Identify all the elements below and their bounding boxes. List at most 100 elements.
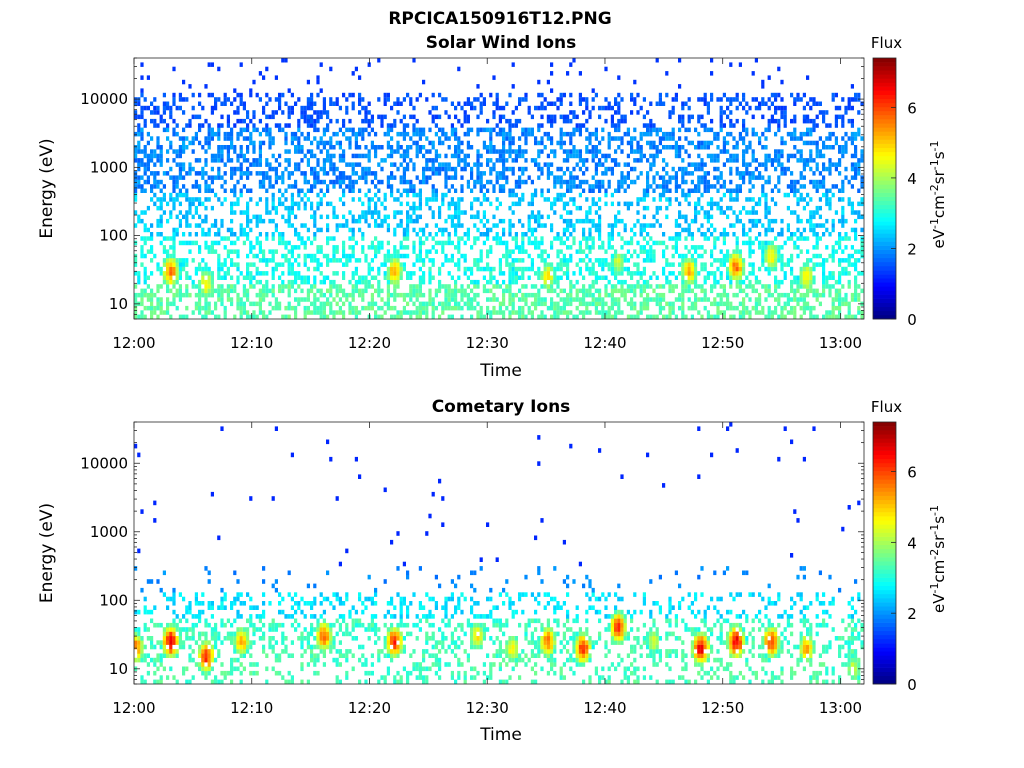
flux-cell — [386, 179, 390, 185]
flux-cell — [649, 153, 653, 159]
flux-cell — [486, 236, 490, 241]
flux-cell — [495, 105, 499, 111]
flux-cell — [566, 149, 570, 154]
flux-cell — [316, 201, 320, 207]
flux-cell — [722, 136, 726, 141]
flux-cell — [649, 284, 653, 289]
flux-cell — [175, 214, 179, 220]
flux-cell — [271, 201, 275, 207]
flux-cell — [508, 205, 512, 211]
flux-cell — [658, 301, 662, 307]
flux-cell — [297, 301, 301, 307]
flux-cell — [809, 279, 813, 285]
flux-cell — [422, 262, 426, 267]
flux-cell — [598, 188, 602, 193]
flux-cell — [684, 288, 688, 294]
flux-cell — [489, 158, 493, 163]
flux-cell — [665, 245, 669, 250]
flux-cell — [748, 245, 752, 250]
flux-cell — [716, 136, 720, 141]
flux-cell — [476, 166, 480, 172]
flux-cell — [393, 275, 397, 280]
flux-cell — [738, 271, 742, 276]
flux-cell — [671, 301, 675, 307]
flux-cell — [156, 266, 160, 272]
flux-cell — [665, 171, 669, 176]
flux-cell — [527, 201, 531, 207]
flux-cell — [482, 140, 486, 146]
flux-cell — [166, 123, 170, 128]
flux-cell — [409, 101, 413, 106]
flux-cell — [537, 210, 541, 215]
flux-cell — [767, 118, 771, 124]
flux-cell — [134, 271, 138, 276]
flux-cell — [274, 75, 278, 80]
flux-cell — [412, 245, 416, 250]
flux-cell — [281, 58, 285, 63]
flux-cell — [290, 284, 294, 289]
flux-cell — [354, 258, 358, 263]
flux-cell — [310, 301, 314, 307]
flux-cell — [418, 179, 422, 185]
flux-cell — [585, 136, 589, 141]
flux-cell — [594, 131, 598, 137]
flux-cell — [322, 105, 326, 111]
flux-cell — [239, 62, 243, 67]
flux-cell — [786, 131, 790, 137]
flux-cell — [223, 101, 227, 106]
flux-cell — [610, 136, 614, 141]
flux-cell — [719, 258, 723, 263]
flux-cell — [591, 105, 595, 111]
flux-cell — [447, 188, 451, 193]
flux-cell — [444, 218, 448, 224]
flux-cell — [351, 249, 355, 254]
flux-cell — [732, 223, 736, 228]
flux-cell — [694, 210, 698, 215]
flux-cell — [566, 131, 570, 137]
flux-cell — [306, 149, 310, 154]
flux-cell — [492, 110, 496, 115]
flux-cell — [438, 279, 442, 285]
flux-cell — [230, 249, 234, 254]
flux-cell — [681, 105, 685, 111]
flux-cell — [521, 236, 525, 241]
flux-cell — [511, 262, 515, 267]
flux-cell — [681, 123, 685, 128]
flux-cell — [278, 162, 282, 167]
flux-cell — [418, 192, 422, 198]
flux-cell — [422, 292, 426, 298]
flux-cell — [159, 149, 163, 154]
flux-cell — [806, 192, 810, 198]
flux-cell — [137, 218, 141, 224]
flux-cell — [374, 275, 378, 280]
flux-cell — [514, 201, 518, 207]
flux-cell — [268, 258, 272, 263]
flux-cell — [614, 266, 618, 272]
flux-cell — [562, 171, 566, 176]
flux-cell — [550, 240, 554, 246]
flux-cell — [639, 249, 643, 254]
flux-cell — [553, 288, 557, 294]
flux-cell — [614, 218, 618, 224]
flux-cell — [214, 101, 218, 106]
flux-cell — [598, 245, 602, 250]
flux-cell — [559, 258, 563, 263]
flux-cell — [364, 284, 368, 289]
flux-cell — [761, 175, 765, 180]
flux-cell — [796, 201, 800, 207]
flux-cell — [431, 184, 435, 189]
flux-cell — [470, 301, 474, 307]
flux-cell — [278, 175, 282, 180]
flux-cell — [646, 279, 650, 285]
flux-cell — [367, 158, 371, 163]
flux-cell — [313, 275, 317, 280]
flux-cell — [770, 92, 774, 98]
flux-cell — [546, 79, 550, 85]
flux-cell — [249, 136, 253, 141]
flux-cell — [479, 162, 483, 167]
flux-cell — [511, 188, 515, 193]
flux-cell — [367, 166, 371, 172]
flux-cell — [694, 162, 698, 167]
flux-cell — [444, 258, 448, 263]
flux-cell — [514, 266, 518, 272]
